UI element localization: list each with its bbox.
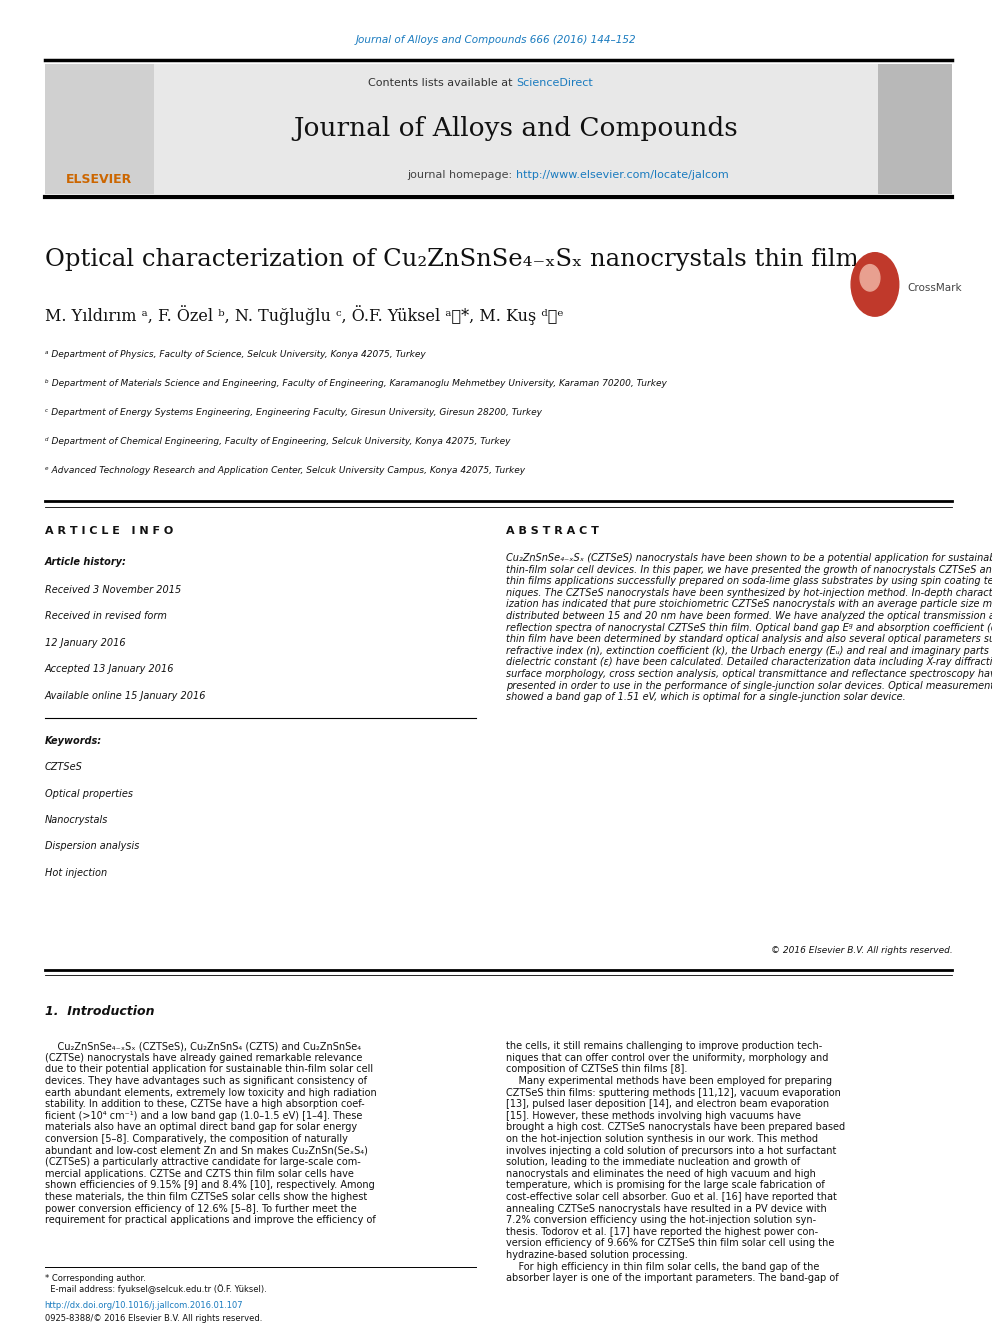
- Text: Hot injection: Hot injection: [45, 868, 107, 878]
- Text: Nanocrystals: Nanocrystals: [45, 815, 108, 826]
- Text: A R T I C L E   I N F O: A R T I C L E I N F O: [45, 525, 173, 536]
- Text: Dispersion analysis: Dispersion analysis: [45, 841, 139, 852]
- Text: CrossMark: CrossMark: [908, 283, 962, 294]
- Text: ᵇ Department of Materials Science and Engineering, Faculty of Engineering, Karam: ᵇ Department of Materials Science and En…: [45, 380, 667, 388]
- Text: Cu₂ZnSnSe₄₋ₓSₓ (CZTSeS), Cu₂ZnSnS₄ (CZTS) and Cu₂ZnSnSe₄
(CZTSe) nanocrystals ha: Cu₂ZnSnSe₄₋ₓSₓ (CZTSeS), Cu₂ZnSnS₄ (CZTS…: [45, 1041, 376, 1225]
- Text: ᵈ Department of Chemical Engineering, Faculty of Engineering, Selcuk University,: ᵈ Department of Chemical Engineering, Fa…: [45, 438, 510, 446]
- Text: ᵃ Department of Physics, Faculty of Science, Selcuk University, Konya 42075, Tur: ᵃ Department of Physics, Faculty of Scie…: [45, 351, 426, 359]
- Text: http://dx.doi.org/10.1016/j.jallcom.2016.01.107: http://dx.doi.org/10.1016/j.jallcom.2016…: [45, 1301, 243, 1310]
- Text: Journal of Alloys and Compounds: Journal of Alloys and Compounds: [294, 116, 738, 140]
- Text: Journal of Alloys and Compounds 666 (2016) 144–152: Journal of Alloys and Compounds 666 (201…: [356, 34, 636, 45]
- Text: Cu₂ZnSnSe₄₋ₓSₓ (CZTSeS) nanocrystals have been shown to be a potential applicati: Cu₂ZnSnSe₄₋ₓSₓ (CZTSeS) nanocrystals hav…: [506, 553, 992, 703]
- Text: ELSEVIER: ELSEVIER: [66, 173, 132, 187]
- FancyBboxPatch shape: [878, 64, 952, 194]
- Text: © 2016 Elsevier B.V. All rights reserved.: © 2016 Elsevier B.V. All rights reserved…: [771, 946, 952, 955]
- Text: A B S T R A C T: A B S T R A C T: [506, 525, 599, 536]
- Text: http://www.elsevier.com/locate/jalcom: http://www.elsevier.com/locate/jalcom: [516, 169, 728, 180]
- Text: CZTSeS: CZTSeS: [45, 762, 82, 773]
- Text: Accepted 13 January 2016: Accepted 13 January 2016: [45, 664, 175, 675]
- Text: ScienceDirect: ScienceDirect: [516, 78, 592, 89]
- Circle shape: [860, 265, 880, 291]
- Text: Received 3 November 2015: Received 3 November 2015: [45, 585, 181, 595]
- FancyBboxPatch shape: [154, 64, 878, 194]
- Text: * Corresponding author.
  E-mail address: fyuksel@selcuk.edu.tr (Ö.F. Yüksel).: * Corresponding author. E-mail address: …: [45, 1274, 267, 1294]
- FancyBboxPatch shape: [45, 64, 154, 194]
- Text: ᵉ Advanced Technology Research and Application Center, Selcuk University Campus,: ᵉ Advanced Technology Research and Appli…: [45, 467, 525, 475]
- Text: M. Yıldırım ᵃ, F. Özel ᵇ, N. Tuğluğlu ᶜ, Ö.F. Yüksel ᵃ，*, M. Kuş ᵈ，ᵉ: M. Yıldırım ᵃ, F. Özel ᵇ, N. Tuğluğlu ᶜ,…: [45, 304, 563, 325]
- Text: journal homepage:: journal homepage:: [407, 169, 516, 180]
- Text: 0925-8388/© 2016 Elsevier B.V. All rights reserved.: 0925-8388/© 2016 Elsevier B.V. All right…: [45, 1314, 262, 1323]
- Text: 1.  Introduction: 1. Introduction: [45, 1005, 154, 1019]
- Text: Keywords:: Keywords:: [45, 736, 102, 746]
- Text: Available online 15 January 2016: Available online 15 January 2016: [45, 691, 206, 701]
- Text: the cells, it still remains challenging to improve production tech-
niques that : the cells, it still remains challenging …: [506, 1041, 845, 1283]
- Text: Optical characterization of Cu₂ZnSnSe₄₋ₓSₓ nanocrystals thin film: Optical characterization of Cu₂ZnSnSe₄₋ₓ…: [45, 247, 858, 271]
- Text: Article history:: Article history:: [45, 557, 127, 568]
- Text: 12 January 2016: 12 January 2016: [45, 638, 125, 648]
- Text: Received in revised form: Received in revised form: [45, 611, 167, 622]
- Text: Optical properties: Optical properties: [45, 789, 133, 799]
- Circle shape: [851, 253, 899, 316]
- Text: ᶜ Department of Energy Systems Engineering, Engineering Faculty, Giresun Univers: ᶜ Department of Energy Systems Engineeri…: [45, 409, 542, 417]
- Text: Contents lists available at: Contents lists available at: [368, 78, 516, 89]
